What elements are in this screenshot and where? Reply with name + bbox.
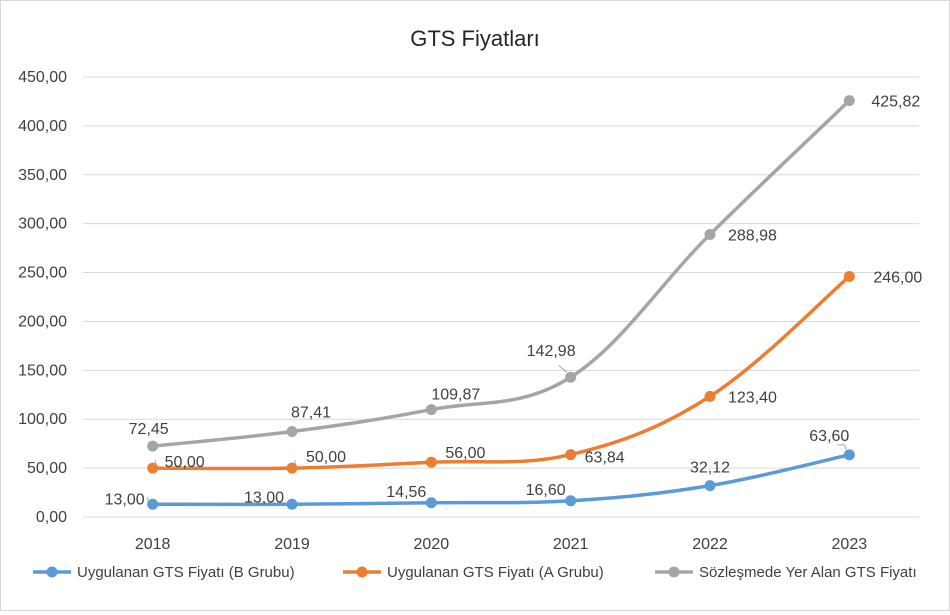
data-label: 13,00 (105, 491, 145, 508)
data-point (704, 228, 716, 240)
y-axis-tick-labels: 0,00 50,00 100,00 150,00 200,00 250,00 300,00 3… (18, 69, 67, 526)
label-leader-line (837, 444, 847, 450)
series-2 (147, 95, 855, 452)
data-label: 87,41 (291, 405, 331, 422)
data-point (147, 440, 159, 452)
legend-entry: Uygulanan GTS Fiyatı (B Grubu) (33, 564, 295, 581)
data-label: 14,56 (386, 484, 426, 501)
series-line (150, 274, 852, 471)
gridlines (83, 76, 919, 518)
data-label: 109,87 (431, 387, 480, 404)
legend: Uygulanan GTS Fiyatı (B Grubu) Uygulanan … (33, 564, 917, 581)
data-point (425, 456, 437, 468)
x-tick-label: 2018 (135, 536, 171, 553)
y-tick-label: 100,00 (18, 411, 67, 428)
data-point (286, 426, 298, 438)
data-labels-group: 13,00 13,00 14,56 16,60 32,12 63,60 50,00 50,00… (105, 94, 923, 509)
data-point (843, 95, 855, 107)
data-point (565, 449, 577, 461)
label-leader-line (558, 364, 567, 373)
legend-marker (46, 566, 58, 578)
data-label: 32,12 (690, 460, 730, 477)
data-point (147, 498, 159, 510)
legend-label: Uygulanan GTS Fiyatı (B Grubu) (77, 564, 295, 581)
data-label: 63,84 (585, 450, 625, 467)
x-tick-label: 2022 (692, 536, 728, 553)
data-label: 16,60 (526, 482, 566, 499)
data-label: 50,00 (306, 449, 346, 466)
legend-entry: Sözleşmede Yer Alan GTS Fiyatı (655, 564, 917, 581)
y-tick-label: 350,00 (18, 167, 67, 184)
series-group (147, 95, 855, 510)
y-tick-label: 200,00 (18, 313, 67, 330)
chart-title: GTS Fiyatları (410, 26, 540, 51)
data-label: 56,00 (445, 445, 485, 462)
series-line (150, 453, 852, 507)
series-0 (147, 449, 855, 510)
x-tick-label: 2019 (274, 536, 310, 553)
y-tick-label: 50,00 (27, 460, 67, 477)
data-point (425, 404, 437, 416)
data-point (704, 390, 716, 402)
data-label: 72,45 (129, 421, 169, 438)
legend-entry: Uygulanan GTS Fiyatı (A Grubu) (343, 564, 604, 581)
data-label: 123,40 (728, 389, 777, 406)
y-tick-label: 0,00 (36, 509, 67, 526)
data-label: 246,00 (873, 269, 922, 286)
legend-marker (356, 566, 368, 578)
data-point (425, 497, 437, 509)
data-point (843, 449, 855, 461)
legend-label: Sözleşmede Yer Alan GTS Fiyatı (699, 564, 917, 581)
data-point (286, 498, 298, 510)
data-label: 425,82 (871, 94, 920, 111)
y-tick-label: 450,00 (18, 69, 67, 86)
data-point (565, 495, 577, 507)
x-tick-label: 2020 (414, 536, 450, 553)
data-label: 63,60 (809, 428, 849, 445)
x-axis-tick-labels: 2018 2019 2020 2021 2022 2023 (135, 536, 867, 553)
series-1 (147, 270, 855, 474)
data-label: 50,00 (165, 454, 205, 471)
data-label: 13,00 (244, 489, 284, 506)
label-leader-lines (147, 364, 847, 502)
y-tick-label: 400,00 (18, 118, 67, 135)
x-tick-label: 2021 (553, 536, 589, 553)
data-point (843, 270, 855, 282)
data-point (147, 462, 159, 474)
data-point (704, 480, 716, 492)
legend-label: Uygulanan GTS Fiyatı (A Grubu) (387, 564, 604, 581)
data-point (565, 371, 577, 383)
legend-marker (668, 566, 680, 578)
data-label: 142,98 (527, 343, 576, 360)
x-tick-label: 2023 (832, 536, 868, 553)
y-tick-label: 250,00 (18, 265, 67, 282)
data-point (286, 462, 298, 474)
y-tick-label: 300,00 (18, 216, 67, 233)
y-tick-label: 150,00 (18, 362, 67, 379)
data-label: 288,98 (728, 227, 777, 244)
